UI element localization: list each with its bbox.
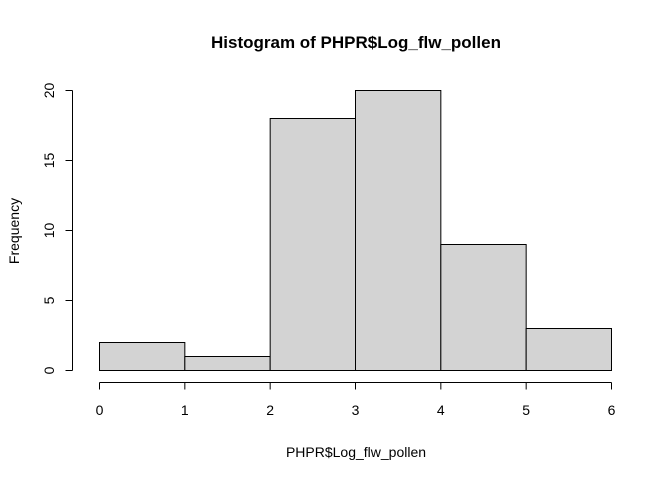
histogram-bar-2 [269,118,356,371]
x-tick-label-4: 4 [437,402,445,418]
x-tick-label-5: 5 [522,402,530,418]
x-tick-label-3: 3 [352,402,360,418]
x-tick-label-1: 1 [181,402,189,418]
y-axis-label: Frequency [6,198,22,264]
histogram-bar-5 [525,328,613,371]
y-tick-label-2: 10 [41,223,57,239]
y-tick-label-1: 5 [41,296,57,304]
chart-title: Histogram of PHPR$Log_flw_pollen [211,33,501,52]
y-axis: 0 5 10 15 20 [41,83,73,374]
y-tick-label-4: 20 [41,83,57,99]
histogram-bar-3 [355,90,442,371]
histogram-bar-0 [99,342,186,371]
x-tick-label-0: 0 [96,402,104,418]
x-tick-label-6: 6 [608,402,616,418]
y-tick-label-3: 15 [41,153,57,169]
bars-group [99,90,613,371]
x-tick-label-2: 2 [266,402,274,418]
x-axis: 0 1 2 3 4 5 6 [96,382,616,418]
x-axis-label: PHPR$Log_flw_pollen [286,444,426,460]
histogram-bar-1 [184,356,271,371]
y-tick-label-0: 0 [41,366,57,374]
histogram-bar-4 [440,244,527,371]
